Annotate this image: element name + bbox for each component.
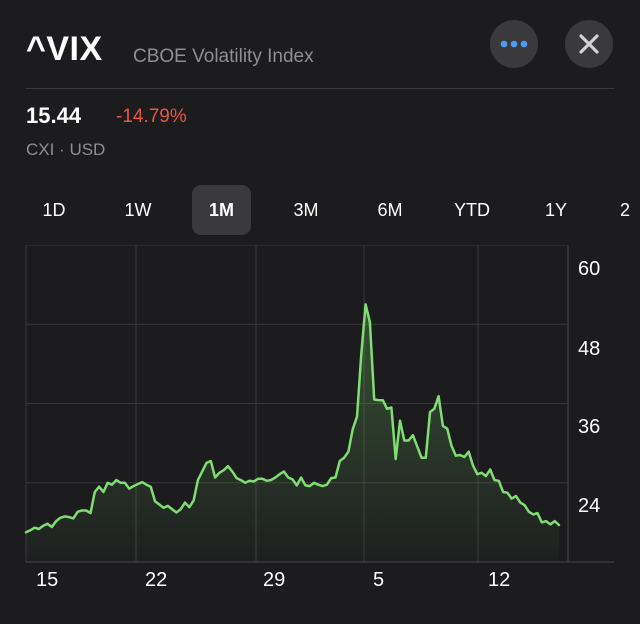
x-tick-label: 5 bbox=[373, 569, 384, 591]
header: ^VIX CBOE Volatility Index bbox=[0, 0, 640, 88]
x-tick-label: 15 bbox=[36, 569, 58, 591]
x-tick-label: 12 bbox=[488, 569, 510, 591]
range-tabs: 1D 1W 1M 3M 6M YTD 1Y 2 bbox=[0, 185, 640, 235]
more-button[interactable] bbox=[490, 20, 538, 68]
price-change: -14.79% bbox=[116, 106, 187, 127]
price-chart[interactable]: 60 48 36 24 15 22 29 5 12 bbox=[0, 245, 640, 624]
tab-1w[interactable]: 1W bbox=[124, 200, 152, 220]
close-button[interactable] bbox=[565, 20, 613, 68]
tab-1d[interactable]: 1D bbox=[42, 200, 66, 220]
tab-1m[interactable]: 1M bbox=[192, 185, 251, 235]
x-tick-label: 22 bbox=[145, 569, 167, 591]
x-tick-label: 29 bbox=[263, 569, 285, 591]
current-price: 15.44 bbox=[26, 103, 82, 128]
price-area-fill bbox=[26, 304, 559, 562]
ellipsis-icon bbox=[500, 40, 528, 48]
exchange-currency: CXI · USD bbox=[26, 140, 106, 159]
header-divider bbox=[26, 88, 614, 89]
tab-6m[interactable]: 6M bbox=[377, 200, 403, 220]
close-icon bbox=[579, 34, 599, 54]
tab-2y-partial[interactable]: 2 bbox=[620, 200, 631, 220]
ticker-symbol: ^VIX bbox=[26, 30, 103, 68]
tab-3m[interactable]: 3M bbox=[293, 200, 319, 220]
price-line bbox=[24, 303, 561, 534]
y-tick-label: 36 bbox=[578, 416, 600, 438]
y-tick-label: 60 bbox=[578, 258, 600, 280]
tab-ytd[interactable]: YTD bbox=[454, 200, 490, 220]
tab-1y[interactable]: 1Y bbox=[544, 200, 568, 220]
y-tick-label: 48 bbox=[578, 338, 600, 360]
index-name: CBOE Volatility Index bbox=[133, 46, 314, 67]
y-tick-label: 24 bbox=[578, 495, 600, 517]
